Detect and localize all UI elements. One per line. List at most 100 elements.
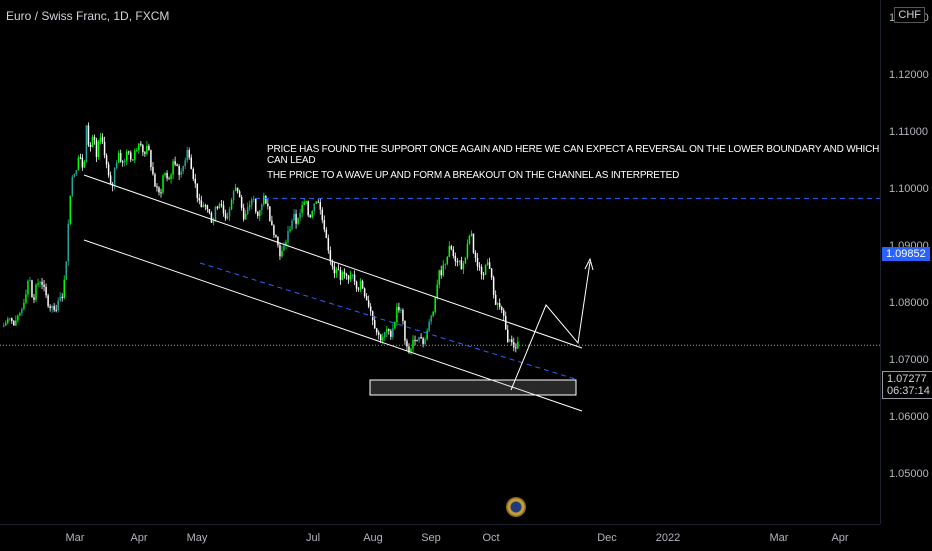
candle-body (442, 264, 444, 276)
candle-body (49, 306, 51, 309)
candle-body (504, 315, 507, 330)
candle-body (337, 269, 340, 271)
candle-body (136, 150, 138, 152)
candle-body (450, 246, 453, 250)
candle-body (496, 303, 499, 305)
candle-body (323, 220, 326, 230)
candle-body (261, 204, 263, 211)
candle-body (69, 195, 72, 224)
candle-body (33, 297, 35, 300)
chart-canvas[interactable] (0, 0, 880, 524)
projected-path (510, 261, 591, 391)
candle-body (71, 176, 74, 196)
candle-body (434, 297, 436, 312)
candle-body (134, 150, 136, 161)
candle-body (347, 275, 350, 280)
candle-body (263, 195, 265, 205)
candle-body (192, 168, 195, 179)
y-tick-label: 1.08000 (889, 297, 929, 309)
y-tick-label: 1.06000 (889, 411, 929, 423)
candle-body (377, 332, 380, 335)
candle-body (371, 311, 374, 321)
candle-body (178, 165, 180, 175)
candle-body (3, 325, 5, 327)
candle-body (412, 339, 414, 349)
candle-body (85, 125, 88, 162)
x-tick-label: Oct (482, 532, 500, 544)
candle-body (333, 266, 336, 274)
candle-body (5, 323, 7, 326)
candle-body (105, 155, 108, 165)
level-price-tag: 1.09852 (882, 247, 930, 261)
candle-body (345, 273, 348, 276)
candle-body (130, 152, 132, 160)
candle-body (452, 249, 455, 256)
candle-body (464, 257, 467, 264)
candle-body (271, 220, 273, 226)
candle-body (488, 262, 491, 269)
candle-body (267, 203, 269, 207)
candle-body (474, 252, 477, 258)
channel-upper-line (83, 174, 583, 349)
x-tick-label: Dec (597, 532, 617, 544)
candle-body (420, 336, 422, 339)
candle-body (23, 302, 25, 309)
candle-body (436, 284, 438, 298)
candle-body (410, 348, 412, 353)
candle-body (83, 161, 86, 168)
price-chart[interactable]: Euro / Swiss Franc, 1D, FXCM PRICE HAS F… (0, 0, 880, 524)
candle-body (25, 294, 27, 303)
candle-body (511, 339, 513, 343)
candle-body (166, 173, 168, 179)
candle-body (252, 198, 255, 200)
candle-body (196, 183, 199, 199)
candle-body (470, 233, 473, 236)
candle-body (321, 209, 324, 221)
candle-body (408, 346, 410, 353)
candle-body (244, 213, 247, 220)
currency-badge[interactable]: CHF (894, 7, 925, 23)
candle-body (279, 245, 281, 257)
candle-body (269, 206, 271, 221)
candle-body (67, 223, 70, 262)
candle-body (307, 201, 309, 216)
candle-body (285, 242, 287, 246)
candle-body (15, 320, 17, 326)
candle-body (210, 213, 213, 223)
candle-body (305, 201, 307, 203)
candle-body (242, 207, 245, 220)
symbol-title[interactable]: Euro / Swiss Franc, 1D, FXCM (6, 9, 170, 23)
candle-body (289, 229, 291, 231)
candle-body (59, 296, 61, 301)
candle-body (277, 236, 279, 246)
x-tick-label: 2022 (655, 532, 681, 544)
candle-body (93, 137, 96, 141)
candle-body (361, 281, 364, 289)
candle-body (458, 260, 461, 263)
candle-body (27, 280, 29, 295)
candle-body (388, 329, 390, 331)
candle-body (404, 320, 406, 341)
candle-body (222, 205, 225, 214)
candle-body (494, 294, 497, 305)
candle-body (121, 161, 124, 163)
candle-body (206, 205, 209, 210)
candle-body (472, 233, 475, 253)
coin-icon[interactable] (506, 497, 526, 517)
candle-body (200, 200, 203, 208)
candle-body (119, 153, 122, 162)
bar-countdown: 06:37:14 (887, 385, 930, 397)
candle-body (75, 170, 78, 175)
candle-body (123, 160, 126, 163)
candle-body (79, 157, 82, 159)
candle-body (390, 330, 392, 337)
time-axis[interactable]: Mar Apr May Jul Aug Sep Oct Dec 2022 Mar Apr (0, 524, 880, 551)
candle-body (297, 218, 299, 224)
y-tick-label: 1.05000 (889, 468, 929, 480)
price-axis[interactable]: 1.05000 1.06000 1.07000 1.08000 1.09000 1.100… (880, 0, 932, 524)
candle-body (117, 153, 120, 163)
candle-body (315, 201, 317, 204)
support-zone-box (369, 379, 577, 396)
y-tick-label: 1.12000 (889, 69, 929, 81)
candle-body (232, 191, 235, 201)
